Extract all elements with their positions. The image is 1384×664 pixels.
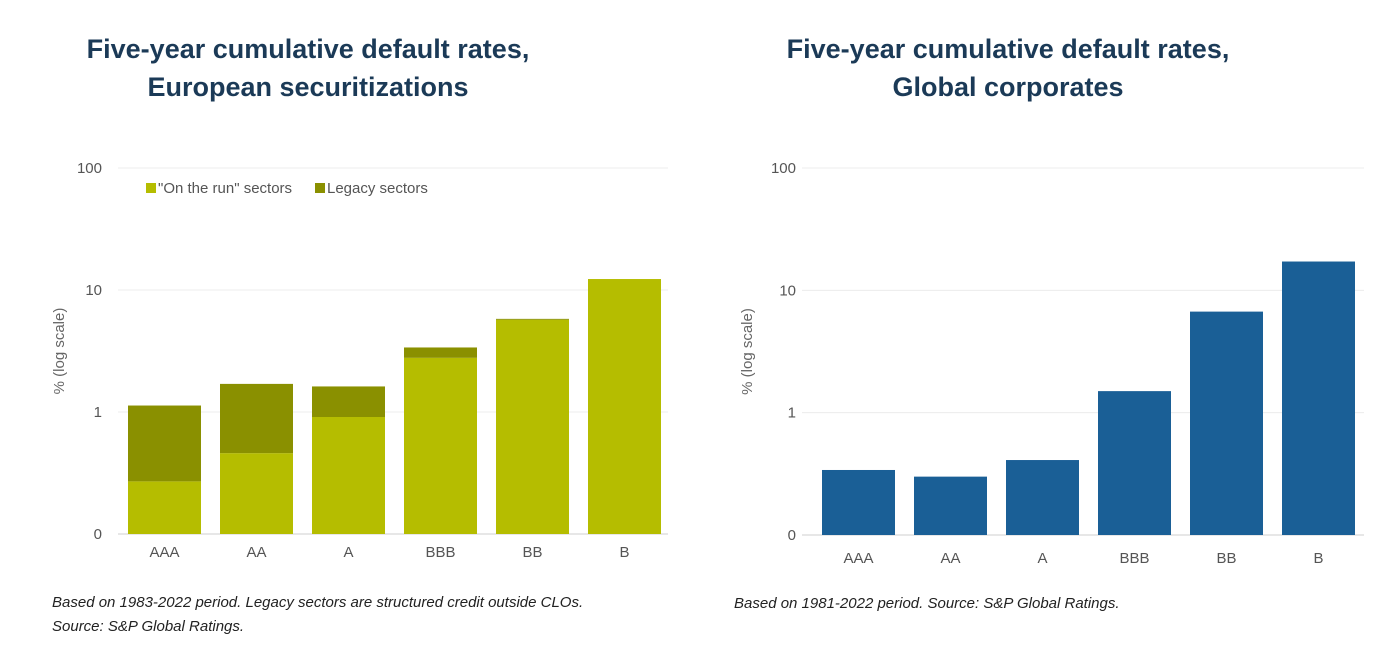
left-chart-title-line-1: Five-year cumulative default rates, [86, 34, 530, 64]
chart0-x-tick-label: BB [522, 544, 542, 561]
right-footnote-line-1: Based on 1981-2022 period. Source: S&P G… [734, 595, 1120, 612]
left-chart-title-line-2: European securitizations [147, 72, 469, 102]
left-chart-footnote: Based on 1983-2022 period. Legacy sector… [52, 591, 583, 639]
chart1-bar-bbb-series-0 [1098, 391, 1171, 535]
chart0-y-tick-label: 0 [94, 526, 102, 543]
chart1-x-tick-label: A [1037, 550, 1047, 567]
chart1-x-tick-label: AAA [843, 550, 873, 567]
chart0-x-tick-label: BBB [425, 544, 455, 561]
chart0-bar-b-series-0 [588, 279, 661, 534]
chart0-bar-aa-series-0 [220, 453, 293, 534]
chart0-y-tick-label: 100 [77, 160, 102, 177]
chart0-bar-aa-series-1 [220, 383, 293, 454]
left-chart-title: Five-year cumulative default rates, Euro… [0, 30, 654, 106]
chart1-bar-aa-series-0 [914, 476, 987, 535]
right-chart-title-line-2: Global corporates [892, 72, 1124, 102]
right-chart-title-line-1: Five-year cumulative default rates, [786, 34, 1230, 64]
chart0-bar-bb-series-1 [496, 318, 569, 320]
chart0-bar-a-series-1 [312, 386, 385, 417]
chart1-bar-aaa-series-0 [822, 469, 895, 535]
left-chart-panel: Five-year cumulative default rates, Euro… [0, 30, 668, 639]
chart1-x-tick-label: AA [940, 550, 960, 567]
chart0-bar-bb-series-0 [496, 319, 569, 534]
right-chart-title: Five-year cumulative default rates, Glob… [662, 30, 1354, 106]
chart1-bar-b-series-0 [1282, 261, 1355, 535]
chart1-x-tick-label: BBB [1119, 550, 1149, 567]
chart0-bar-aaa-series-0 [128, 481, 201, 534]
chart1-x-tick-label: BB [1216, 550, 1236, 567]
chart0-x-tick-label: AAA [149, 544, 179, 561]
chart0-bar-a-series-0 [312, 416, 385, 534]
chart1-y-tick-label: 100 [771, 160, 796, 177]
right-chart-panel: Five-year cumulative default rates, Glob… [692, 0, 1384, 664]
chart0-x-tick-label: A [343, 544, 353, 561]
chart0-bar-aaa-series-1 [128, 405, 201, 482]
chart1-bar-a-series-0 [1006, 460, 1079, 535]
chart1-y-tick-label: 0 [788, 527, 796, 544]
chart0-y-tick-label: 1 [94, 404, 102, 421]
chart0-legend-label: Legacy sectors [327, 180, 428, 197]
chart1-y-tick-label: 1 [788, 405, 796, 422]
chart0-y-axis-label: % (log scale) [51, 308, 68, 395]
chart0-legend-swatch [146, 183, 156, 193]
chart1-x-tick-label: B [1313, 550, 1323, 567]
chart1-y-axis-label: % (log scale) [739, 308, 756, 395]
chart0-bar-bbb-series-0 [404, 357, 477, 534]
right-chart-footnote: Based on 1981-2022 period. Source: S&P G… [734, 592, 1120, 616]
chart0-bar-bbb-series-1 [404, 347, 477, 358]
chart1-y-tick-label: 10 [779, 282, 796, 299]
left-footnote-line-2: Source: S&P Global Ratings. [52, 618, 245, 635]
chart0-x-tick-label: AA [246, 544, 266, 561]
chart0-legend-label: "On the run" sectors [158, 180, 292, 197]
chart1-bar-bb-series-0 [1190, 311, 1263, 535]
chart0-x-tick-label: B [619, 544, 629, 561]
left-footnote-line-1: Based on 1983-2022 period. Legacy sector… [52, 594, 584, 611]
chart0-y-tick-label: 10 [85, 282, 102, 299]
chart0-legend-swatch [315, 183, 325, 193]
